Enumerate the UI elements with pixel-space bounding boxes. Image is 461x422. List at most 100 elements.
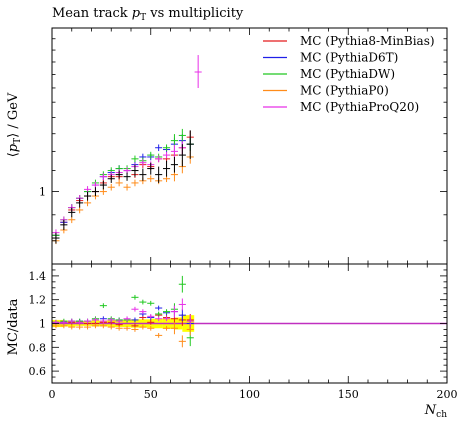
mc-ratio-point-3-2 xyxy=(68,324,76,330)
mc-point-2-12 xyxy=(147,151,155,159)
ratio-y-tick-label: 0.8 xyxy=(29,341,47,354)
mc-point-4-17 xyxy=(194,55,202,89)
mc-ratio-point-3-3 xyxy=(76,324,84,330)
chart-title: Mean track pT vs multiplicity xyxy=(52,6,244,23)
mc-ratio-point-3-5 xyxy=(91,323,100,329)
mc-ratio-point-2-10 xyxy=(131,294,139,300)
mc-point-1-13 xyxy=(155,144,163,152)
mc-ratio-point-3-8 xyxy=(115,325,123,331)
legend-label-3: MC (PythiaP0) xyxy=(300,84,389,98)
data-point-8 xyxy=(115,170,123,179)
mc-ratio-point-0-12 xyxy=(147,319,155,325)
data-point-9 xyxy=(123,172,131,181)
mc-ratio-point-4-17 xyxy=(186,315,194,328)
mc-point-4-11 xyxy=(139,159,147,167)
ratio-y-axis-label: MC/data xyxy=(6,298,21,355)
mc-ratio-point-3-9 xyxy=(123,325,131,331)
main-y-axis-label: ⟨pT⟩ / GeV xyxy=(6,92,23,157)
mc-ratio-point-3-6 xyxy=(99,323,107,329)
data-point-6 xyxy=(99,180,107,190)
data-point-7 xyxy=(107,174,115,183)
mc-point-3-10 xyxy=(131,179,139,187)
x-axis-label-var: N xyxy=(424,403,437,418)
x-axis-label: Nch xyxy=(424,403,447,420)
x-tick-label: 50 xyxy=(144,388,158,401)
mc-ratio-point-2-11 xyxy=(139,299,147,305)
mc-ratio-point-2-6 xyxy=(99,303,107,309)
legend-label-0: MC (Pythia8-MinBias) xyxy=(300,34,435,48)
mc-ratio-point-2-16 xyxy=(178,275,186,293)
mc-point-3-3 xyxy=(76,206,84,214)
mc-ratio-point-4-10 xyxy=(131,306,139,312)
ratio-y-tick-label: 1.2 xyxy=(29,294,47,307)
mc-ratio-point-4-14 xyxy=(162,316,171,322)
mc-ratio-point-1-16 xyxy=(178,309,186,322)
mc-point-4-15 xyxy=(170,144,179,159)
main-y-axis-label-open: ⟨ xyxy=(6,152,21,157)
data-point-2 xyxy=(68,207,76,218)
mc-ratio-point-3-4 xyxy=(83,324,92,330)
mc-ratio-point-4-9 xyxy=(123,316,131,322)
legend-label-2: MC (PythiaDW) xyxy=(300,67,395,81)
mc-ratio-point-3-13 xyxy=(155,333,163,338)
x-tick-label: 150 xyxy=(338,388,359,401)
mc-ratio-point-4-1 xyxy=(60,319,68,325)
mc-point-3-7 xyxy=(107,183,115,191)
x-axis-label-sub: ch xyxy=(436,410,447,420)
mc-ratio-point-3-11 xyxy=(139,324,147,330)
mc-ratio-point-4-13 xyxy=(155,316,163,322)
main-y-axis-label-sub: T xyxy=(13,138,23,144)
mc-ratio-point-2-12 xyxy=(147,300,155,306)
mc-ratio-point-3-7 xyxy=(107,324,115,330)
data-point-17 xyxy=(186,130,194,159)
data-point-13 xyxy=(155,166,163,183)
ratio-y-tick-label: 1.4 xyxy=(29,270,47,283)
data-point-5 xyxy=(91,187,100,197)
mc-point-4-14 xyxy=(162,151,171,159)
data-point-1 xyxy=(60,219,68,231)
mc-ratio-point-4-3 xyxy=(76,319,84,325)
mc-point-3-2 xyxy=(68,216,76,224)
chart-title-suffix: vs multiplicity xyxy=(146,6,244,21)
mc-ratio-point-3-10 xyxy=(131,327,139,332)
data-point-12 xyxy=(147,162,155,175)
mc-ratio-point-4-12 xyxy=(147,313,155,319)
mc-point-2-14 xyxy=(162,144,171,152)
mc-point-3-12 xyxy=(147,175,155,183)
mc-ratio-point-3-16 xyxy=(178,335,186,348)
data-point-14 xyxy=(162,160,171,177)
mc-ratio-point-4-5 xyxy=(91,317,100,323)
data-point-4 xyxy=(83,191,92,201)
main-y-axis-label-close: ⟩ / GeV xyxy=(6,92,21,138)
mc-ratio-point-4-2 xyxy=(68,318,76,324)
chart-title-var: p xyxy=(132,6,141,21)
main-y-tick-label: 1 xyxy=(39,186,46,199)
mc-ratio-point-4-8 xyxy=(115,318,123,324)
mc-ratio-point-3-12 xyxy=(147,325,155,331)
legend-label-1: MC (PythiaD6T) xyxy=(300,51,398,65)
mc-ratio-point-1-10 xyxy=(131,317,139,323)
data-point-16 xyxy=(178,144,186,167)
mc-ratio-point-4-15 xyxy=(170,305,179,318)
mc-ratio-point-3-15 xyxy=(170,322,179,335)
mc-ratio-point-2-14 xyxy=(162,309,171,314)
axes: 0 50 100 150 200 1 0.6 0.8 1 1.2 1.4 xyxy=(29,27,458,401)
mc-ratio-point-1-13 xyxy=(155,305,163,311)
data-point-3 xyxy=(76,198,84,208)
ratio-y-tick-label: 0.6 xyxy=(29,365,47,378)
mc-ratio-point-4-6 xyxy=(99,318,107,324)
legend-label-4: MC (PythiaProQ20) xyxy=(300,100,419,114)
mc-ratio-point-4-16 xyxy=(178,298,186,311)
x-tick-label: 100 xyxy=(239,388,260,401)
data-point-10 xyxy=(131,164,139,177)
mc-point-3-6 xyxy=(99,188,107,195)
data-marks xyxy=(52,55,202,348)
mc-point-3-8 xyxy=(115,179,123,187)
mc-ratio-point-4-11 xyxy=(139,309,147,314)
legend: MC (Pythia8-MinBias) MC (PythiaD6T) MC (Py… xyxy=(263,34,435,114)
mc-ratio-point-4-7 xyxy=(107,317,115,323)
mc-point-4-13 xyxy=(155,155,163,163)
ratio-y-tick-label: 1 xyxy=(39,318,46,331)
chart-title-prefix: Mean track xyxy=(52,6,132,21)
